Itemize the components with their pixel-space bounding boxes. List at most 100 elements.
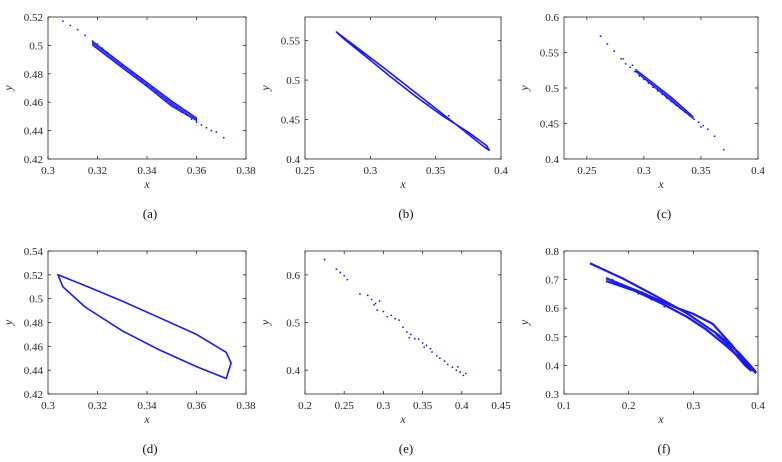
data-point	[382, 310, 385, 313]
data-point	[753, 370, 756, 373]
data-point	[69, 24, 72, 27]
plot-frame	[563, 250, 759, 395]
data-point	[438, 357, 441, 360]
panel-f: 0.1 0.2 0.3 0.4 0.3 0.4 0.5 0.6 0.7 0.8 x y (f)	[517, 246, 765, 456]
y-tick-label: 0.54	[24, 246, 44, 258]
x-tick-label: 0.4	[751, 400, 765, 412]
x-tick-label: 0.35	[413, 400, 433, 412]
data-point	[395, 77, 398, 80]
x-axis-label: x	[399, 412, 406, 426]
panel-caption: (a)	[143, 206, 157, 221]
data-point	[398, 319, 400, 322]
data-point	[663, 305, 666, 308]
data-point	[378, 300, 381, 302]
x-tick-label: 0.36	[187, 165, 207, 177]
data-point	[402, 326, 404, 329]
data-point	[428, 102, 431, 105]
y-tick-label: 0.5	[29, 40, 43, 52]
x-axis-label: x	[657, 177, 664, 191]
data-point	[195, 121, 198, 123]
x-tick-label: 0.3	[363, 165, 377, 177]
y-tick-label: 0.45	[281, 115, 301, 127]
data-point	[369, 57, 372, 59]
x-axis-label: x	[143, 412, 150, 426]
y-tick-label: 0.44	[24, 126, 44, 138]
data-point	[459, 371, 462, 373]
panel-caption: (f)	[658, 441, 671, 456]
y-axis-label: y	[517, 319, 531, 326]
y-tick-label: 0.46	[24, 341, 44, 353]
data-point	[451, 366, 454, 369]
y-tick-label: 0.4	[545, 154, 559, 166]
data-point	[637, 293, 640, 295]
data-point	[706, 128, 709, 131]
panel-e: 0.2 0.25 0.3 0.35 0.4 0.45 0.4 0.5 0.6 x y (e)	[258, 250, 511, 456]
data-point	[425, 344, 428, 347]
x-tick-label: 0.25	[577, 165, 597, 177]
y-tick-label: 0.7	[545, 275, 559, 287]
data-point	[606, 43, 609, 45]
data-point	[455, 369, 458, 372]
x-tick-label: 0.3	[637, 165, 651, 177]
y-tick-label: 0.48	[24, 318, 44, 330]
data-point	[435, 354, 438, 357]
data-point	[740, 355, 743, 358]
data-point	[629, 66, 632, 69]
data-point	[613, 50, 616, 52]
data-point	[622, 57, 625, 60]
x-tick-label: 0.34	[137, 165, 157, 177]
data-point	[462, 374, 465, 377]
x-tick-label: 0.2	[298, 400, 312, 412]
y-axis-label: y	[258, 319, 272, 326]
data-point	[620, 57, 622, 60]
y-tick-label: 0.3	[545, 389, 559, 401]
trajectory-line	[715, 333, 753, 372]
dense-band	[92, 40, 197, 122]
data-point	[394, 317, 397, 320]
plot-area	[57, 274, 232, 380]
data-point	[370, 298, 373, 301]
panel-a: 0.3 0.32 0.34 0.36 0.38 0.42 0.44 0.46 0.48 0.5 0.…	[1, 12, 256, 221]
y-tick-label: 0.55	[540, 48, 560, 60]
plot-area	[599, 35, 725, 151]
data-point	[335, 268, 338, 271]
panel-c: 0.25 0.3 0.35 0.4 0.4 0.45 0.5 0.55 0.6 x y (c)	[517, 12, 765, 221]
y-tick-label: 0.5	[286, 75, 300, 87]
data-point	[200, 124, 203, 126]
panel-caption: (c)	[657, 206, 671, 221]
data-point	[713, 135, 716, 138]
data-point	[624, 62, 627, 65]
data-point	[722, 148, 725, 151]
data-point	[190, 118, 193, 121]
x-tick-label: 0.3	[41, 400, 55, 412]
y-axis-label: y	[1, 319, 15, 326]
data-point	[611, 278, 614, 281]
x-tick-label: 0.1	[557, 400, 571, 412]
x-tick-label: 0.34	[137, 400, 157, 412]
data-point	[423, 346, 426, 349]
data-point	[700, 126, 702, 128]
y-tick-label: 0.5	[545, 83, 559, 95]
x-tick-label: 0.38	[236, 400, 256, 412]
data-point	[443, 360, 446, 363]
plot-frame	[563, 16, 759, 160]
y-tick-label: 0.5	[29, 294, 43, 306]
trajectory-loop	[57, 274, 232, 380]
y-tick-label: 0.52	[24, 12, 43, 24]
y-tick-label: 0.6	[545, 303, 559, 315]
data-point	[697, 121, 700, 123]
data-point	[376, 309, 379, 312]
data-point	[366, 294, 369, 297]
x-tick-label: 0.45	[491, 400, 511, 412]
y-tick-label: 0.6	[545, 12, 559, 24]
data-point	[343, 274, 346, 277]
data-point	[374, 302, 377, 305]
y-tick-label: 0.4	[286, 365, 300, 377]
plot-area	[335, 31, 490, 152]
x-axis-label: x	[143, 177, 150, 191]
x-tick-label: 0.36	[187, 400, 207, 412]
data-point	[409, 333, 412, 336]
x-tick-label: 0.25	[295, 165, 315, 177]
y-tick-label: 0.42	[24, 154, 43, 166]
panel-d: 0.3 0.32 0.34 0.36 0.38 0.42 0.44 0.46 0.48 0.5 0.…	[1, 246, 256, 456]
